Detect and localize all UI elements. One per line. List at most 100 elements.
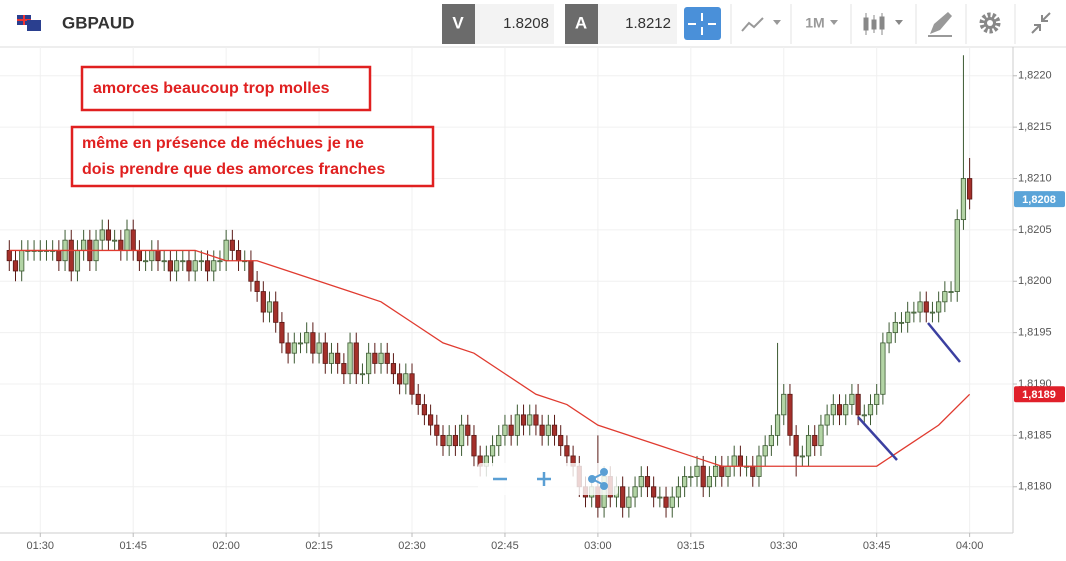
candle-body [130,229,136,251]
candle-body [551,424,558,436]
price-label: 1,8189 [1022,389,1056,401]
candle-body [508,424,514,436]
candle-body [644,476,651,488]
candle-body [737,455,743,467]
candle-body [688,476,694,478]
timeframe[interactable]: 1M [805,15,824,31]
candle-body [929,311,936,314]
candle-body [316,342,322,354]
x-tick-label: 02:00 [212,540,240,552]
price-label: 1,8208 [1022,194,1056,206]
candle-body [886,332,892,344]
x-tick-label: 03:00 [584,540,612,552]
x-tick-label: 02:30 [398,540,426,552]
x-tick-label: 04:00 [956,540,984,552]
candle-body [186,260,192,272]
candle-body [229,239,235,251]
candle-body [217,260,223,263]
crosshair-button[interactable] [684,7,721,40]
x-tick-label: 01:30 [27,540,55,552]
ask-button[interactable] [565,4,598,44]
candle-body [347,342,353,375]
candle-body [496,434,502,447]
candle-body [892,321,898,334]
candle-body [917,301,923,313]
candle-body [967,178,973,200]
candle-body [378,352,384,364]
candle-body [291,342,297,354]
annotation-text: amorces beaucoup trop molles [93,80,330,97]
chart-type-button[interactable] [741,17,781,32]
bid-button[interactable] [442,4,475,44]
candle-body [155,250,161,262]
candle-body [415,393,421,405]
candle-body [564,445,570,457]
candle-body [248,260,254,282]
candle-body [799,455,805,458]
candle-body [911,311,917,314]
draw-button[interactable] [928,12,952,37]
candle-body [421,404,428,416]
candle-body [774,414,781,436]
candle-body [948,291,954,293]
candle-body [285,342,291,354]
candle-body [149,250,155,262]
candle-body [768,434,774,447]
candle-body [781,393,787,416]
candle-body [867,404,874,416]
candle-body [694,465,700,477]
candle-button[interactable] [863,13,903,35]
candle-body [663,496,669,508]
candle-body [527,414,533,426]
candle-body [855,393,861,416]
candle-body [260,291,266,313]
candle-body [843,404,849,416]
candle-body [626,496,632,508]
candle-body [905,311,911,323]
collapse-button[interactable] [1031,12,1051,34]
flag-icon [17,15,41,31]
candle-body [366,352,372,375]
candle-body [682,476,688,488]
candle-body [335,352,341,364]
candle-body [428,414,434,426]
y-tick-label: 1,8220 [1018,70,1052,82]
candle-body [762,445,768,457]
candle-body [502,424,508,436]
candle-body [12,260,19,272]
ask-value: 1.8212 [625,15,671,32]
candle-body [167,260,173,272]
candle-body [384,352,390,364]
x-tick-label: 02:45 [491,540,519,552]
toolbar: GBPAUD V 1.8208 A 1.8212 1M [0,0,1066,48]
candle-body [390,363,397,375]
candle-body [310,332,316,354]
price-label-bg [1014,191,1065,208]
share-button[interactable] [588,468,608,490]
candle-body [787,393,793,436]
candle-body [880,342,886,395]
candle-body [105,229,112,241]
zoom-in-button[interactable] [537,472,551,486]
settings-button[interactable] [979,12,1001,34]
candle-body [56,250,62,262]
candle-body [211,260,217,272]
ask-label: A [575,13,587,32]
candle-body [824,414,830,426]
candle-body [954,219,960,292]
candle-body [254,280,260,292]
bid-value: 1.8208 [503,15,549,32]
candle-body [192,260,198,272]
x-tick-label: 02:15 [305,540,333,552]
candle-body [675,486,682,498]
candle-body [434,424,440,436]
candle-body [539,424,545,436]
candle-body [830,404,836,416]
candle-body [204,260,211,272]
candle-body [198,260,204,263]
candle-body [440,434,446,447]
candle-body [353,342,359,375]
timeframe-caret[interactable] [830,20,838,25]
x-tick-label: 03:15 [677,540,705,552]
